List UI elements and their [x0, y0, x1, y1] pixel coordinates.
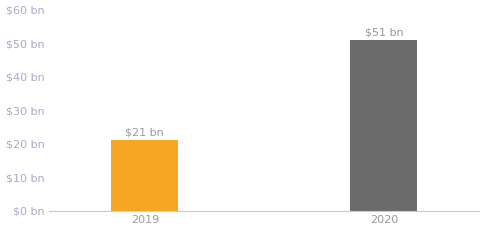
- Bar: [349, 40, 416, 211]
- Text: $51 bn: $51 bn: [364, 27, 402, 37]
- Bar: [111, 140, 178, 211]
- Text: $21 bn: $21 bn: [125, 128, 164, 137]
